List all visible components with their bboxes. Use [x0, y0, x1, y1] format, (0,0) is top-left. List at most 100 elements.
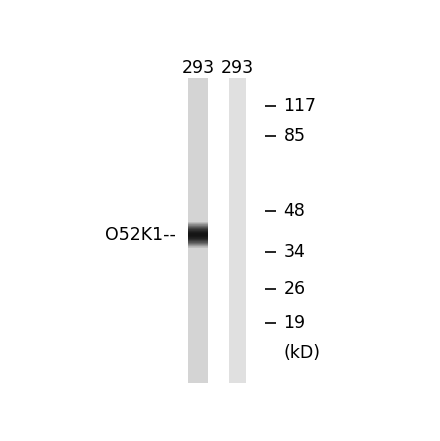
Bar — [188, 325, 208, 326]
Bar — [229, 294, 246, 295]
Bar — [188, 320, 208, 321]
Bar — [188, 377, 208, 378]
Bar — [188, 84, 208, 85]
Bar — [229, 128, 246, 129]
Bar — [188, 167, 208, 168]
Text: 293: 293 — [182, 59, 215, 77]
Bar — [229, 218, 246, 219]
Bar — [229, 295, 246, 296]
Bar — [188, 107, 208, 108]
Bar — [188, 330, 208, 331]
Bar — [188, 83, 208, 84]
Bar — [229, 321, 246, 322]
Bar — [188, 82, 208, 83]
Bar — [229, 174, 246, 175]
Bar — [188, 79, 208, 80]
Bar — [188, 87, 208, 88]
Bar — [188, 113, 208, 114]
Bar — [188, 223, 208, 224]
Bar — [188, 178, 208, 179]
Bar — [229, 341, 246, 342]
Bar — [188, 236, 208, 237]
Bar — [229, 228, 246, 229]
Bar — [188, 89, 208, 90]
Bar — [188, 292, 208, 293]
Bar — [229, 187, 246, 188]
Bar — [229, 236, 246, 237]
Bar — [188, 346, 208, 347]
Bar — [188, 199, 208, 200]
Bar — [229, 314, 246, 315]
Bar — [188, 378, 208, 379]
Bar — [229, 340, 246, 341]
Bar — [188, 110, 208, 111]
Bar — [229, 208, 246, 209]
Bar — [188, 318, 208, 319]
Bar — [229, 113, 246, 114]
Bar — [188, 314, 208, 315]
Bar — [229, 169, 246, 170]
Bar — [188, 213, 208, 214]
Bar — [188, 116, 208, 117]
Bar — [188, 131, 208, 132]
Bar — [188, 357, 208, 358]
Bar — [188, 90, 208, 91]
Bar — [229, 108, 246, 109]
Bar — [229, 219, 246, 220]
Bar — [188, 197, 208, 198]
Bar — [188, 246, 208, 247]
Bar — [229, 217, 246, 218]
Bar — [229, 373, 246, 374]
Bar — [188, 324, 208, 325]
Bar — [229, 138, 246, 139]
Bar — [188, 155, 208, 156]
Bar — [229, 344, 246, 345]
Bar — [229, 123, 246, 124]
Bar — [229, 127, 246, 128]
Bar — [188, 203, 208, 204]
Bar — [229, 235, 246, 236]
Bar — [188, 323, 208, 324]
Bar — [229, 220, 246, 221]
Bar — [229, 162, 246, 163]
Bar — [229, 361, 246, 362]
Bar — [229, 342, 246, 343]
Bar — [188, 117, 208, 118]
Bar — [229, 354, 246, 355]
Bar — [188, 267, 208, 268]
Bar — [188, 214, 208, 215]
Bar — [188, 81, 208, 82]
Bar — [188, 364, 208, 365]
Bar — [188, 171, 208, 172]
Bar — [229, 379, 246, 380]
Bar — [229, 287, 246, 288]
Bar — [229, 88, 246, 89]
Bar — [229, 224, 246, 225]
Bar — [188, 101, 208, 102]
Bar — [229, 145, 246, 146]
Bar — [229, 336, 246, 337]
Bar — [188, 278, 208, 279]
Bar — [188, 147, 208, 148]
Bar — [229, 337, 246, 338]
Bar — [229, 225, 246, 226]
Bar — [229, 237, 246, 238]
Bar — [229, 102, 246, 103]
Bar — [188, 268, 208, 269]
Bar — [229, 312, 246, 313]
Bar — [188, 176, 208, 177]
Bar — [229, 99, 246, 100]
Bar — [229, 168, 246, 169]
Bar — [229, 214, 246, 215]
Bar — [229, 357, 246, 358]
Bar — [188, 366, 208, 367]
Bar — [188, 138, 208, 139]
Bar — [188, 191, 208, 192]
Bar — [188, 100, 208, 101]
Bar — [188, 316, 208, 317]
Bar — [229, 325, 246, 326]
Bar — [229, 188, 246, 189]
Bar — [188, 169, 208, 170]
Bar — [229, 103, 246, 104]
Bar — [229, 279, 246, 280]
